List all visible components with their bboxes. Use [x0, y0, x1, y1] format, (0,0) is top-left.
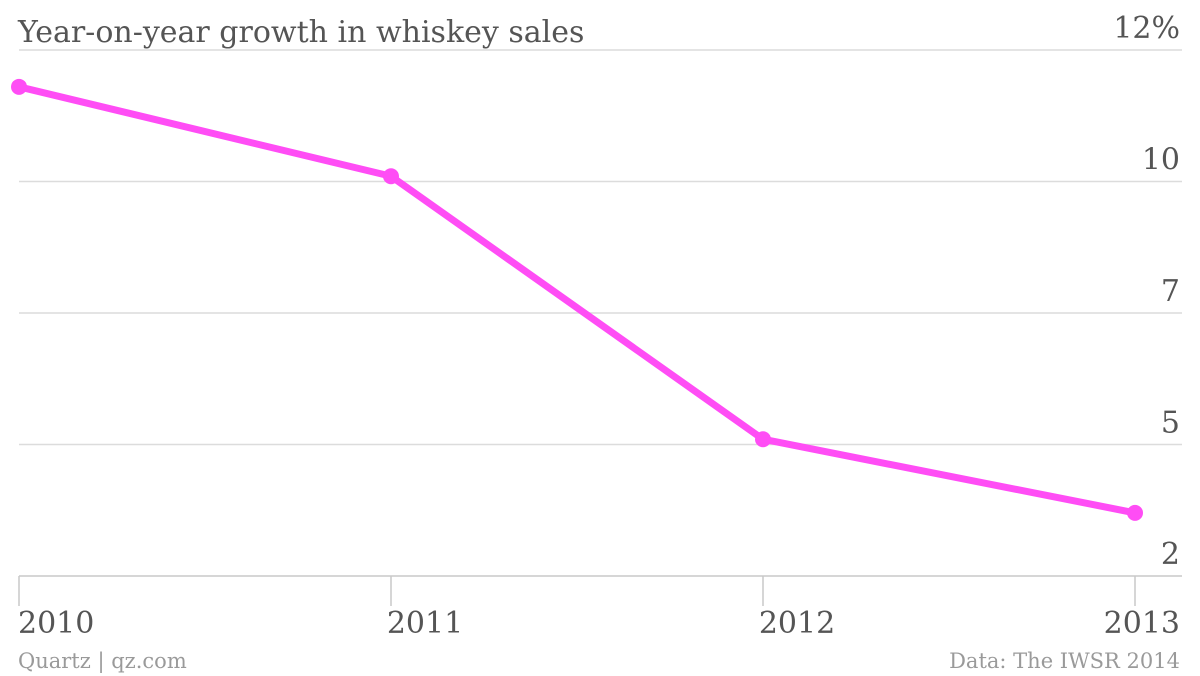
chart-title: Year-on-year growth in whiskey sales: [17, 15, 584, 50]
y-axis-labels: 12% 10 7 5 2: [1113, 11, 1180, 572]
x-axis-labels: 2010 2011 2012 2013: [18, 606, 1180, 641]
y-tick-label: 7: [1161, 274, 1180, 309]
data-point: [383, 168, 399, 185]
y-tick-label: 5: [1161, 406, 1180, 441]
x-tick-label: 2010: [18, 606, 94, 641]
x-tick-label: 2013: [1104, 606, 1180, 641]
y-tick-label: 2: [1161, 537, 1180, 572]
x-tick-label: 2012: [759, 606, 835, 641]
data-point: [1127, 504, 1143, 521]
y-tick-label: 12%: [1113, 11, 1180, 46]
x-axis-ticks: [18, 576, 1136, 606]
y-tick-label: 10: [1142, 143, 1180, 178]
series-line: [15, 83, 1139, 517]
x-tick-label: 2011: [387, 606, 463, 641]
gridlines: [19, 49, 1182, 577]
footer-credit: Quartz | qz.com: [18, 649, 187, 674]
data-point: [11, 78, 27, 95]
data-point: [755, 431, 771, 448]
series-group: [11, 78, 1143, 521]
footer-source: Data: The IWSR 2014: [949, 649, 1180, 673]
